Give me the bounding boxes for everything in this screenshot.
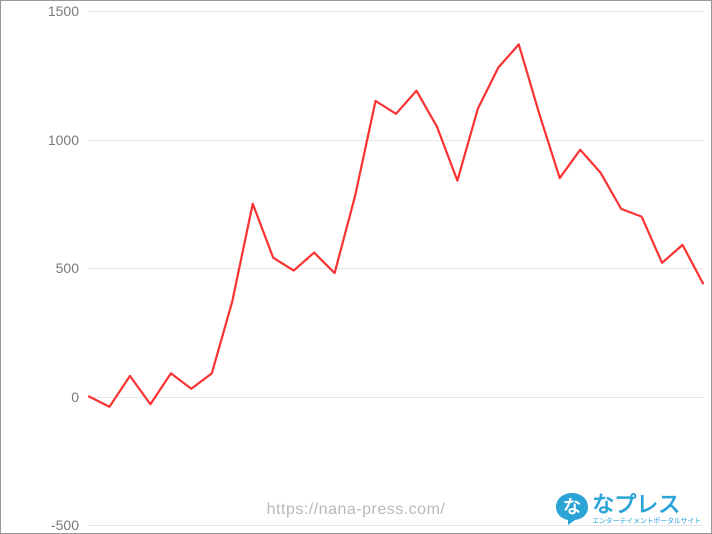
brand-text: なプレス エンターテイメントポータルサイト: [592, 494, 701, 525]
brand-label: なプレス: [592, 494, 701, 516]
bubble-glyph: な: [563, 497, 581, 517]
chart-frame: -500050010001500 https://nana-press.com/…: [0, 0, 712, 534]
brand-logo: な なプレス エンターテイメントポータルサイト: [554, 491, 701, 527]
y-tick-label: 500: [56, 260, 79, 276]
brand-bubble-icon: な: [554, 491, 590, 527]
y-tick-label: 0: [71, 389, 79, 405]
y-tick-label: 1500: [48, 3, 79, 19]
line-series: [89, 11, 703, 525]
series-polyline: [89, 44, 703, 406]
brand-sublabel: エンターテイメントポータルサイト: [592, 518, 701, 525]
y-tick-label: 1000: [48, 132, 79, 148]
plot-area: [89, 11, 703, 525]
y-tick-label: -500: [51, 517, 79, 533]
